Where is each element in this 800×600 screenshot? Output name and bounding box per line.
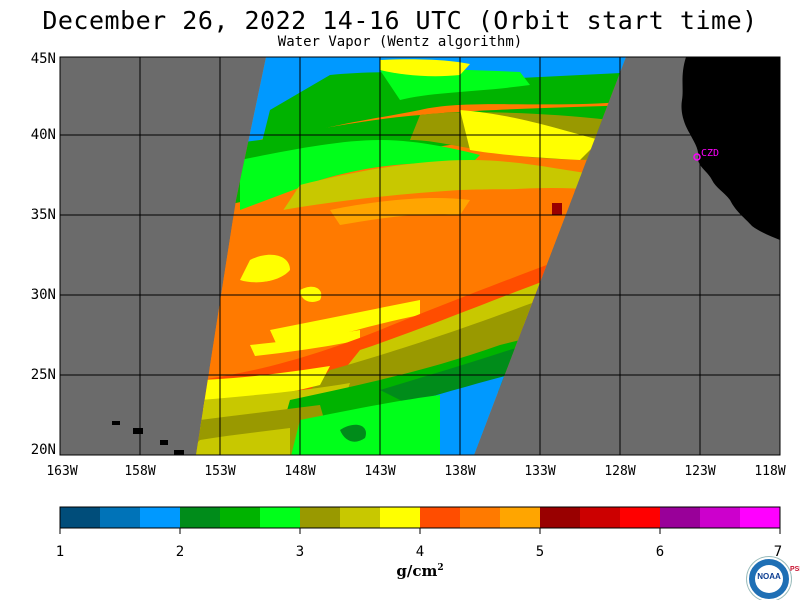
colorbar-tick-3: 3 xyxy=(295,544,305,560)
station-label: CZD xyxy=(701,148,719,159)
lat-label-20n: 20N xyxy=(30,442,56,458)
lon-label-153w: 153W xyxy=(204,464,236,479)
colorbar-swatch xyxy=(660,507,700,528)
lon-label-148w: 148W xyxy=(284,464,316,479)
lat-label-45n: 45N xyxy=(30,51,56,67)
lat-lon-grid xyxy=(60,57,780,455)
colorbar-swatch xyxy=(220,507,260,528)
colorbar-swatch xyxy=(300,507,340,528)
map-title: December 26, 2022 14-16 UTC (Orbit start… xyxy=(42,6,758,35)
colorbar-tick-6: 6 xyxy=(655,544,665,560)
station-marker xyxy=(693,153,701,161)
colorbar-swatch xyxy=(740,507,780,528)
map-frame xyxy=(59,56,781,456)
colorbar-swatch xyxy=(60,507,100,528)
lon-label-138w: 138W xyxy=(444,464,476,479)
colorbar-tick-4: 4 xyxy=(415,544,425,560)
colorbar-swatch xyxy=(700,507,740,528)
colorbar-swatch xyxy=(140,507,180,528)
colorbar-swatch xyxy=(380,507,420,528)
lon-label-128w: 128W xyxy=(604,464,636,479)
colorbar-swatch xyxy=(460,507,500,528)
lon-label-163w: 163W xyxy=(46,464,78,479)
lon-label-118w: 118W xyxy=(754,464,786,479)
land-mass xyxy=(681,57,780,240)
colorbar-swatch xyxy=(420,507,460,528)
colorbar-tick-5: 5 xyxy=(535,544,545,560)
colorbar-swatch xyxy=(500,507,540,528)
lat-label-25n: 25N xyxy=(30,367,56,383)
noaa-logo: NOAA xyxy=(747,557,791,600)
hawaiian-islands xyxy=(112,421,184,455)
lat-label-30n: 30N xyxy=(30,287,56,303)
logo-inner xyxy=(755,565,783,593)
colorbar-swatch xyxy=(260,507,300,528)
lat-label-40n: 40N xyxy=(30,127,56,143)
colorbar-swatch xyxy=(620,507,660,528)
colorbar-swatch xyxy=(180,507,220,528)
colorbar-swatch xyxy=(100,507,140,528)
lon-label-133w: 133W xyxy=(524,464,556,479)
colorbar-tick-7: 7 xyxy=(773,544,783,560)
lon-label-123w: 123W xyxy=(684,464,716,479)
logo-text: NOAA xyxy=(757,572,781,581)
colorbar-units: g/cm2 xyxy=(380,562,460,580)
colorbar-tick-2: 2 xyxy=(175,544,185,560)
lon-label-158w: 158W xyxy=(124,464,156,479)
colorbar xyxy=(59,506,781,534)
units-exponent: 2 xyxy=(437,563,444,573)
colorbar-tick-1: 1 xyxy=(55,544,65,560)
lat-label-35n: 35N xyxy=(30,207,56,223)
colorbar-swatch xyxy=(540,507,580,528)
units-base: g/cm xyxy=(396,562,438,580)
map-subtitle: Water Vapor (Wentz algorithm) xyxy=(277,34,523,50)
colorbar-swatch xyxy=(580,507,620,528)
lon-label-143w: 143W xyxy=(364,464,396,479)
colorbar-swatch xyxy=(340,507,380,528)
psl-mark: PSL xyxy=(790,566,800,573)
